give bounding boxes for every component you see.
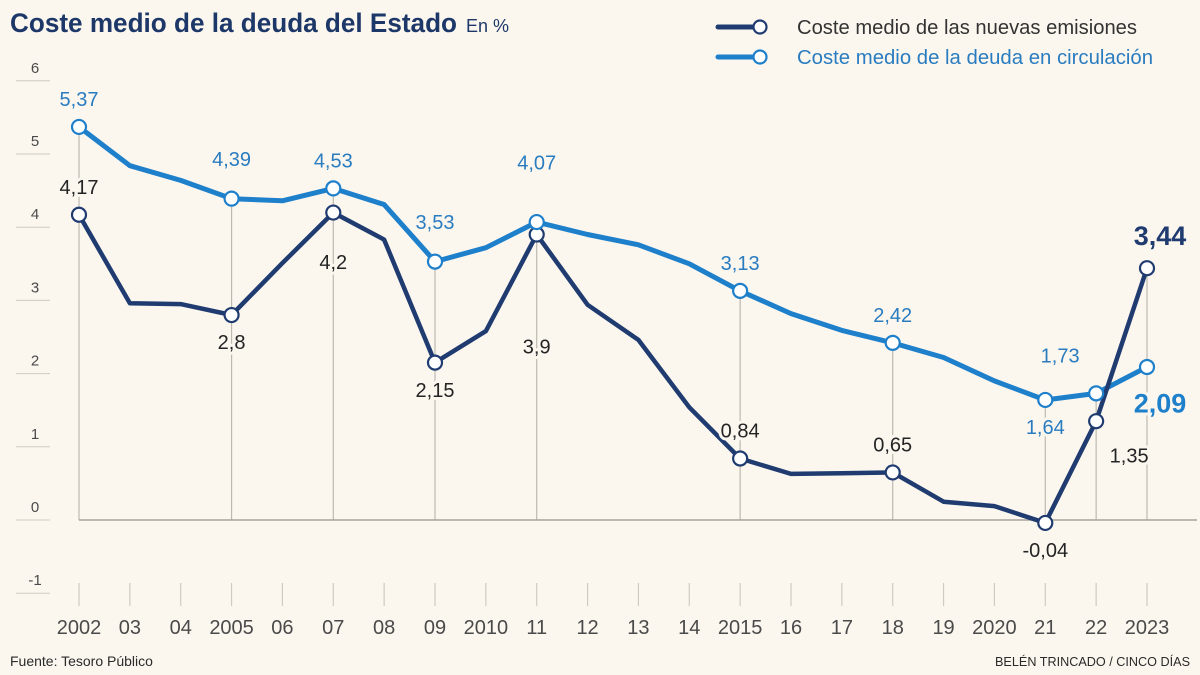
y-tick-label: 6	[31, 60, 39, 77]
y-tick-label: -1	[28, 572, 41, 589]
x-tick-label: 18	[882, 617, 904, 639]
x-tick-label: 2002	[57, 617, 102, 639]
chart-subtitle: En %	[466, 16, 509, 36]
data-point	[1138, 260, 1156, 277]
data-point	[70, 118, 88, 136]
legend-label-new-issues: Coste medio de las nuevas emisiones	[797, 17, 1137, 39]
data-label: 4,2	[319, 252, 347, 274]
data-point	[884, 464, 901, 481]
data-labels: 4,17 2,8 4,2 2,15 3,9 0,84 0,65 -0,04 1,35 3,44 5,…	[57, 86, 1190, 565]
data-point	[1088, 385, 1105, 402]
data-label: 3,9	[523, 337, 551, 359]
x-axis: 2002 03 04 2005 06 07 08 09 2010 11 12 13 14 2015 16 17…	[57, 583, 1170, 639]
x-tick-label: 19	[932, 617, 954, 639]
legend-label-outstanding: Coste medio de la deuda en circulación	[797, 47, 1153, 69]
data-point	[325, 180, 342, 197]
data-label: 3,44	[1134, 221, 1187, 251]
data-point	[426, 253, 444, 270]
data-point	[1138, 358, 1156, 376]
data-label: 4,17	[60, 177, 99, 199]
x-tick-label: 03	[119, 617, 141, 639]
data-label: 1,73	[1041, 346, 1080, 368]
series-line-outstanding	[76, 124, 1150, 403]
data-label: 5,37	[60, 89, 99, 111]
data-label: 4,53	[314, 151, 353, 173]
x-tick-label: 07	[322, 617, 344, 639]
x-tick-label: 21	[1034, 617, 1056, 639]
data-label: 3,13	[721, 253, 760, 275]
x-tick-label: 16	[780, 617, 802, 639]
data-point	[325, 204, 342, 221]
x-tick-label: 13	[627, 617, 649, 639]
data-point	[732, 450, 749, 467]
y-axis: 6 5 4 3 2 1 0 -1	[16, 60, 50, 594]
credit-note: BELÉN TRINCADO / CINCO DÍAS	[995, 654, 1190, 669]
x-tick-label: 11	[526, 617, 547, 639]
x-tick-label: 08	[373, 617, 395, 639]
data-point	[528, 213, 545, 231]
y-tick-label: 1	[31, 426, 39, 443]
x-tick-label: 12	[576, 617, 598, 639]
data-point	[223, 306, 240, 324]
data-point	[1037, 391, 1054, 409]
x-tick-label: 22	[1085, 617, 1107, 639]
x-tick-label: 14	[678, 617, 700, 639]
x-tick-label: 2010	[464, 617, 509, 639]
data-label: 2,09	[1134, 389, 1187, 419]
x-tick-label: 2023	[1125, 617, 1170, 639]
data-label: 1,35	[1110, 445, 1149, 467]
y-tick-label: 2	[31, 353, 39, 370]
guide-lines	[78, 126, 1148, 520]
data-point	[426, 354, 444, 371]
data-point	[70, 206, 88, 223]
data-label: 2,8	[218, 332, 246, 354]
y-tick-label: 0	[31, 499, 39, 516]
data-label: 4,07	[517, 152, 556, 174]
x-tick-label: 09	[424, 617, 446, 639]
data-label: 2,42	[873, 305, 912, 327]
data-points	[70, 118, 1156, 532]
data-point	[1037, 514, 1054, 532]
x-tick-label: 04	[170, 617, 192, 639]
data-label: -0,04	[1022, 540, 1068, 562]
legend-swatch-marker	[752, 49, 768, 65]
source-note: Fuente: Tesoro Público	[10, 653, 153, 669]
data-label: 0,84	[721, 421, 760, 443]
legend-item-outstanding: Coste medio de la deuda en circulación	[715, 47, 1153, 69]
x-tick-label: 06	[271, 617, 293, 639]
chart-title: Coste medio de la deuda del Estado	[10, 8, 457, 38]
legend: Coste medio de las nuevas emisiones Cost…	[715, 17, 1153, 69]
y-tick-label: 5	[31, 133, 39, 150]
data-point	[732, 282, 749, 299]
data-label: 1,64	[1026, 417, 1065, 439]
data-label: 4,39	[212, 149, 251, 171]
x-tick-label: 17	[831, 617, 853, 639]
x-tick-label: 2005	[209, 617, 254, 639]
data-label: 2,15	[416, 380, 455, 402]
data-label: 0,65	[873, 435, 912, 457]
data-point	[223, 190, 240, 207]
y-tick-label: 4	[31, 206, 39, 223]
series-line-new-issues	[76, 210, 1150, 526]
y-tick-label: 3	[31, 279, 39, 296]
series-lines	[76, 124, 1150, 526]
data-point	[1088, 413, 1105, 430]
data-label: 3,53	[416, 212, 455, 234]
legend-item-new-issues: Coste medio de las nuevas emisiones	[715, 17, 1137, 39]
x-tick-label: 2020	[972, 617, 1017, 639]
x-tick-label: 2015	[718, 617, 763, 639]
legend-swatch-marker	[752, 19, 768, 35]
data-point	[884, 334, 901, 351]
